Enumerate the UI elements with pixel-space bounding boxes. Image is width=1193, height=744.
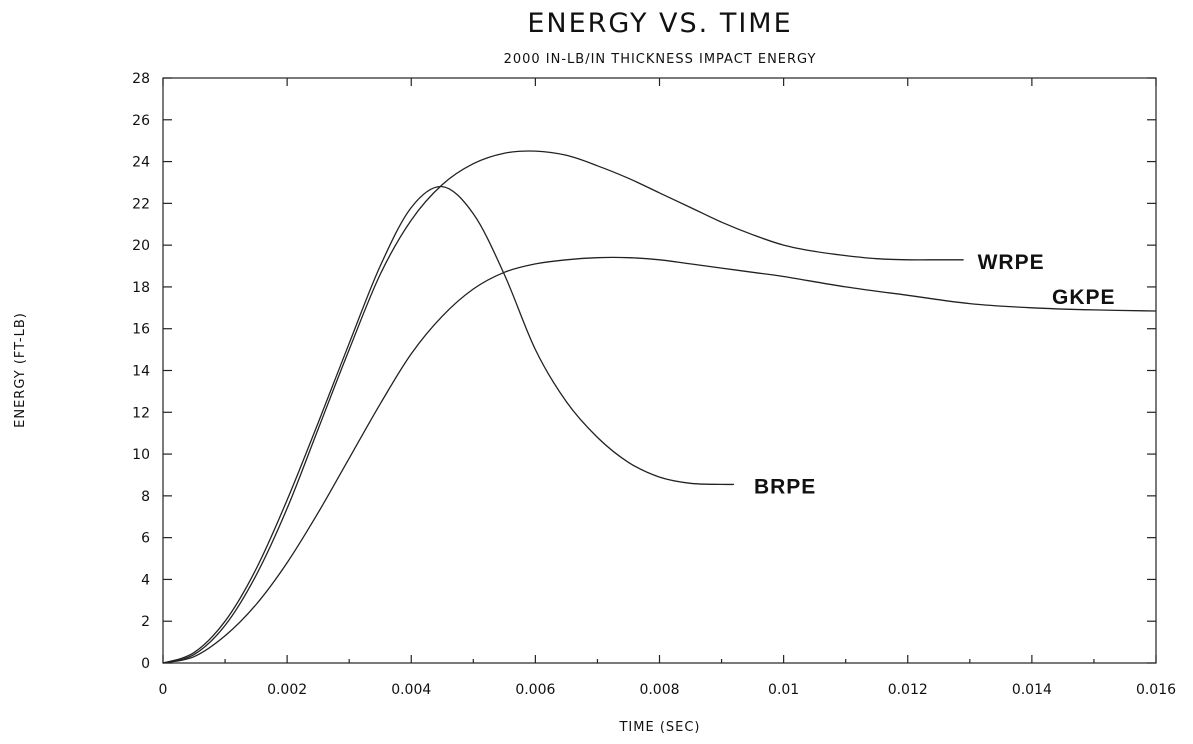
y-tick-label: 20 <box>132 238 150 254</box>
series-line-gkpe <box>162 256 1157 664</box>
x-tick-label: 0.016 <box>1136 682 1176 698</box>
y-tick-label: 0 <box>141 656 150 672</box>
x-tick-label: 0 <box>159 682 168 698</box>
x-axis-label: TIME (SEC) <box>618 720 700 735</box>
y-tick-label: 4 <box>141 572 150 588</box>
x-tick-label: 0.006 <box>515 682 555 698</box>
y-tick-label: 2 <box>141 614 150 630</box>
y-tick-label: 26 <box>132 113 150 129</box>
x-tick-label: 0.01 <box>768 682 799 698</box>
y-tick-label: 10 <box>132 447 150 463</box>
x-tick-label: 0.004 <box>391 682 431 698</box>
y-tick-label: 14 <box>132 364 150 380</box>
series-line-wrpe <box>162 150 964 664</box>
y-tick-label: 12 <box>132 405 150 421</box>
series-label-wrpe: WRPE <box>978 251 1045 274</box>
y-axis-label: ENERGY (FT-LB) <box>13 312 28 428</box>
series-label-brpe: BRPE <box>754 475 816 498</box>
x-tick-label: 0.002 <box>267 682 307 698</box>
y-tick-label: 28 <box>132 71 150 87</box>
x-tick-label: 0.014 <box>1012 682 1052 698</box>
series-group: WRPE BRPE GKPE <box>162 150 1157 664</box>
x-tick-label: 0.012 <box>888 682 928 698</box>
y-tick-label: 22 <box>132 196 150 212</box>
axis-ticks <box>162 77 1157 664</box>
series-line-brpe <box>162 185 735 664</box>
series-label-gkpe: GKPE <box>1052 286 1116 309</box>
y-tick-label: 18 <box>132 280 150 296</box>
y-tick-label: 16 <box>132 322 150 338</box>
x-tick-label: 0.008 <box>639 682 679 698</box>
plot-frame <box>162 77 1157 664</box>
chart-subtitle: 2000 IN-LB/IN THICKNESS IMPACT ENERGY <box>504 52 817 67</box>
y-tick-label: 8 <box>141 489 150 505</box>
chart-title: ENERGY VS. TIME <box>527 8 792 39</box>
axis-tick-labels: 0 0.002 0.004 0.006 0.008 0.01 0.012 0.014 0.016… <box>132 71 1176 698</box>
y-tick-label: 6 <box>141 531 150 547</box>
y-tick-label: 24 <box>132 155 150 171</box>
